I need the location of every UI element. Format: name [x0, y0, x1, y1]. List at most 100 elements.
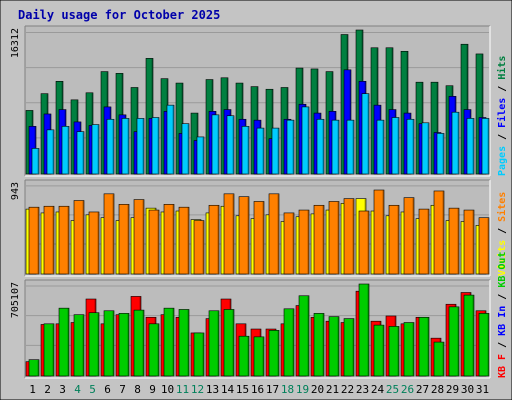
x-tick-label: 18 — [281, 383, 294, 396]
bar-pages — [211, 114, 220, 175]
x-tick-label: 17 — [266, 383, 279, 396]
bar-sites — [253, 201, 265, 275]
bar-kb-out — [268, 330, 280, 377]
bar-kb-out — [448, 306, 460, 377]
bar-body — [118, 313, 130, 377]
bar-kb-out — [193, 332, 205, 377]
bar-kb-out — [223, 309, 235, 377]
x-tick-label: 31 — [476, 383, 489, 396]
bar-body — [403, 322, 415, 377]
bar-body — [133, 199, 145, 275]
bar-body — [298, 295, 310, 377]
bar-body — [193, 332, 205, 377]
x-tick-label: 4 — [74, 383, 81, 396]
bar-pages — [361, 93, 370, 175]
bar-body — [253, 336, 265, 377]
bar-sites — [313, 204, 325, 275]
bar-body — [208, 204, 220, 275]
bar-pages — [256, 127, 265, 175]
bar-body — [103, 310, 115, 377]
bar-body — [451, 111, 460, 175]
bar-body — [418, 208, 430, 275]
bar-pages — [286, 119, 295, 175]
bar-kb-out — [283, 308, 295, 377]
x-axis: 1 2 3 4 5 6 7 8 9 10 11 12 13 14 15 16 17 18 19 20 21 22 23 24 2… — [29, 383, 489, 396]
bar-kb-out — [358, 283, 370, 377]
bar-kb-out — [478, 313, 490, 377]
bar-body — [151, 117, 160, 175]
bar-pages — [316, 118, 325, 175]
bar-pages — [226, 115, 235, 175]
bar-kb-out — [238, 335, 250, 377]
x-tick-label: 25 — [386, 383, 399, 396]
bar-sites — [268, 193, 280, 275]
bar-body — [271, 127, 280, 175]
x-tick-label: 21 — [326, 383, 339, 396]
bar-sites — [133, 199, 145, 275]
bar-body — [61, 126, 70, 175]
bar-pages — [91, 124, 100, 175]
bar-sites — [238, 196, 250, 275]
bar-sites — [448, 207, 460, 275]
bar-body — [481, 118, 490, 175]
bar-pages — [406, 118, 415, 175]
legend-entry: KB In — [497, 306, 508, 336]
bar-pages — [301, 106, 310, 175]
bar-kb-out — [328, 316, 340, 377]
bar-sites — [193, 220, 205, 275]
bar-body — [253, 201, 265, 275]
bar-body — [226, 115, 235, 175]
bar-pages — [166, 104, 175, 175]
bar-body — [136, 118, 145, 175]
bar-body — [268, 193, 280, 275]
bar-body — [91, 124, 100, 175]
bar-sites — [328, 201, 340, 275]
bar-body — [46, 129, 55, 175]
legend-separator: / — [497, 80, 508, 98]
bar-body — [241, 126, 250, 175]
bar-body — [388, 204, 400, 275]
bar-body — [406, 118, 415, 175]
x-tick-label: 7 — [119, 383, 126, 396]
bar-pages — [436, 133, 445, 175]
bar-pages — [331, 119, 340, 175]
bar-body — [376, 119, 385, 175]
bar-sites — [403, 197, 415, 275]
x-tick-label: 15 — [236, 383, 249, 396]
bar-pages — [481, 118, 490, 175]
x-tick-label: 28 — [431, 383, 444, 396]
bar-kb-out — [298, 295, 310, 377]
bar-body — [43, 205, 55, 275]
bar-kb-out — [463, 294, 475, 377]
legend-entry: Pages — [497, 146, 508, 176]
bar-sites — [478, 217, 490, 275]
bar-pages — [46, 129, 55, 175]
bar-body — [316, 118, 325, 175]
bar-body — [238, 196, 250, 275]
bar-sites — [118, 204, 130, 275]
bar-sites — [73, 200, 85, 275]
x-tick-label: 8 — [134, 383, 141, 396]
bar-body — [88, 312, 100, 377]
bar-pages — [151, 117, 160, 175]
x-tick-label: 14 — [221, 383, 235, 396]
bar-sites — [163, 204, 175, 275]
bar-body — [361, 93, 370, 175]
bar-kb-out — [433, 341, 445, 377]
x-tick-label: 2 — [44, 383, 51, 396]
x-tick-label: 19 — [296, 383, 309, 396]
bar-body — [223, 193, 235, 275]
bar-body — [448, 207, 460, 275]
legend-separator: / — [497, 128, 508, 146]
x-tick-label: 13 — [206, 383, 219, 396]
x-tick-label: 30 — [461, 383, 474, 396]
bar-kb-out — [403, 322, 415, 377]
panel-max-label: 705107 — [10, 282, 21, 318]
bar-kb-out — [28, 359, 40, 377]
bar-body — [58, 307, 70, 377]
bar-body — [313, 313, 325, 377]
bar-pages — [136, 118, 145, 175]
legend-entry: Files — [496, 98, 508, 128]
x-tick-label: 20 — [311, 383, 324, 396]
bar-pages — [196, 136, 205, 175]
